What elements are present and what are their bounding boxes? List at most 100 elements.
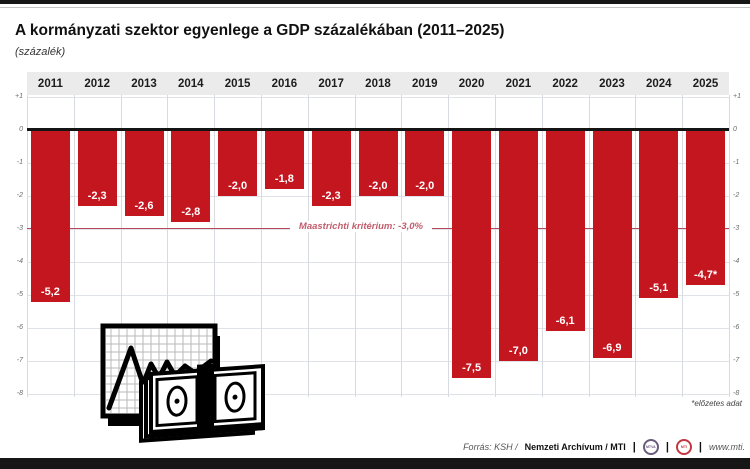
year-label: 2012 (84, 77, 110, 90)
maastricht-reference-label: Maastrichti kritérium: -3,0% (289, 221, 432, 232)
vertical-gridline (121, 95, 122, 397)
bar-2017: -2,3 (311, 130, 351, 206)
horizontal-gridline (27, 394, 729, 395)
y-axis-tick-right: -1 (733, 159, 740, 166)
y-axis-tick-left: -3 (16, 225, 23, 232)
bar-value-label: -2,3 (87, 190, 107, 202)
bar-2021: -7,0 (498, 130, 538, 361)
y-axis-tick-right: -6 (733, 324, 740, 331)
vertical-gridline (214, 95, 215, 397)
bar-chart: 2011 2012 2013 2014 2015 2016 2017 2018 2019 2020… (15, 72, 741, 397)
horizontal-gridline (27, 97, 729, 98)
vertical-gridline (682, 95, 683, 397)
y-axis-tick-left: +1 (15, 93, 23, 100)
vertical-gridline (589, 95, 590, 397)
bar-2014: -2,8 (171, 130, 211, 222)
year-label: 2014 (177, 77, 204, 90)
y-axis-tick-left: -8 (16, 390, 23, 397)
bar-value-label: -1,8 (274, 173, 294, 185)
y-axis-tick-left: -5 (16, 291, 23, 298)
top-border-bar (0, 0, 750, 4)
bar-2019: -2,0 (405, 130, 445, 196)
horizontal-gridline (27, 295, 729, 296)
bar-2022: -6,1 (545, 130, 585, 331)
vertical-gridline (261, 95, 262, 397)
y-axis-tick-right: +1 (733, 93, 741, 100)
bar-value-label: -2,6 (134, 200, 154, 212)
y-axis-tick-left: -1 (16, 159, 23, 166)
horizontal-gridline (27, 262, 729, 263)
source-names: Nemzeti Archívum / MTI (524, 442, 626, 452)
vertical-gridline (308, 95, 309, 397)
bar-2018: -2,0 (358, 130, 398, 196)
bar-value-label: -4,7* (693, 269, 718, 281)
bar-value-label: -6,1 (555, 315, 575, 327)
y-axis-tick-left: -7 (16, 357, 23, 364)
bar-value-label: -7,5 (462, 362, 482, 374)
x-axis-year-band: 2011 2012 2013 2014 2015 2016 2017 2018 2019 2020… (27, 72, 729, 95)
year-label: 2020 (458, 77, 485, 90)
y-axis-tick-right: -5 (733, 291, 740, 298)
year-label: 2025 (692, 77, 719, 90)
horizontal-gridline (27, 196, 729, 197)
bar-value-label: -5,1 (649, 282, 669, 294)
year-label: 2015 (224, 77, 251, 90)
mtva-logo-icon: MTVA (642, 439, 659, 455)
year-label: 2022 (552, 77, 578, 90)
y-axis-tick-left: -6 (16, 324, 23, 331)
bar-value-label: -2,8 (181, 206, 201, 218)
bar-value-label: -6,9 (602, 342, 622, 354)
footer-separator: | (665, 441, 669, 453)
bar-2013: -2,6 (124, 130, 164, 216)
bar-2015: -2,0 (218, 130, 258, 196)
bar-value-label: -2,0 (228, 180, 248, 192)
mti-logo-icon: MTI (675, 439, 692, 455)
preliminary-data-footnote: *előzetes adat (691, 399, 742, 408)
chart-title: A kormányzati szektor egyenlege a GDP sz… (15, 22, 505, 39)
vertical-gridline (495, 95, 496, 397)
vertical-gridline (355, 95, 356, 397)
bar-value-label: -5,2 (40, 286, 60, 298)
bar-2011: -5,2 (30, 130, 70, 302)
year-label: 2018 (365, 77, 391, 90)
y-axis-tick-right: 0 (733, 126, 737, 133)
y-axis-tick-right: -8 (733, 390, 740, 397)
top-divider-line (0, 7, 750, 8)
vertical-gridline (74, 95, 75, 397)
money-chart-pictogram-icon (100, 323, 265, 443)
vertical-gridline (729, 95, 730, 397)
bar-value-label: -2,0 (415, 180, 435, 192)
year-label: 2023 (599, 77, 625, 90)
source-footer: Forrás: KSH / Nemzeti Archívum / MTI | M… (463, 439, 745, 455)
vertical-gridline (448, 95, 449, 397)
bar-2023: -6,9 (592, 130, 632, 358)
bar-2020: -7,5 (452, 130, 492, 378)
bar-2016: -1,8 (264, 130, 304, 189)
year-label: 2019 (411, 77, 438, 90)
website-url: www.mti. (709, 442, 745, 452)
bar-value-label: -2,0 (368, 180, 388, 192)
year-label: 2021 (505, 77, 532, 90)
y-axis-tick-left: 0 (19, 126, 23, 133)
bar-value-label: -7,0 (508, 345, 528, 357)
bar-2012: -2,3 (77, 130, 117, 206)
y-axis-tick-right: -3 (733, 225, 740, 232)
horizontal-gridline (27, 361, 729, 362)
year-label: 2013 (131, 77, 157, 90)
vertical-gridline (401, 95, 402, 397)
horizontal-gridline (27, 328, 729, 329)
y-axis-tick-right: -7 (733, 357, 740, 364)
source-prefix: Forrás: KSH / (463, 442, 518, 452)
vertical-gridline (635, 95, 636, 397)
year-label: 2011 (37, 77, 63, 90)
year-label: 2017 (318, 77, 344, 90)
year-label: 2024 (645, 77, 672, 90)
footer-separator: | (632, 441, 636, 453)
chart-subtitle: (százalék) (15, 46, 66, 58)
bottom-border-bar (0, 458, 750, 469)
bar-value-label: -2,3 (321, 190, 341, 202)
zero-axis-line (27, 128, 729, 131)
plot-area: +1 +1 0 0 -1 -1 -2 -2 -3 -3 -4 -4 -5 -5 -6 -6 -7 -7 -8 -8 Ma… (15, 93, 741, 397)
bar-2024: -5,1 (639, 130, 679, 298)
